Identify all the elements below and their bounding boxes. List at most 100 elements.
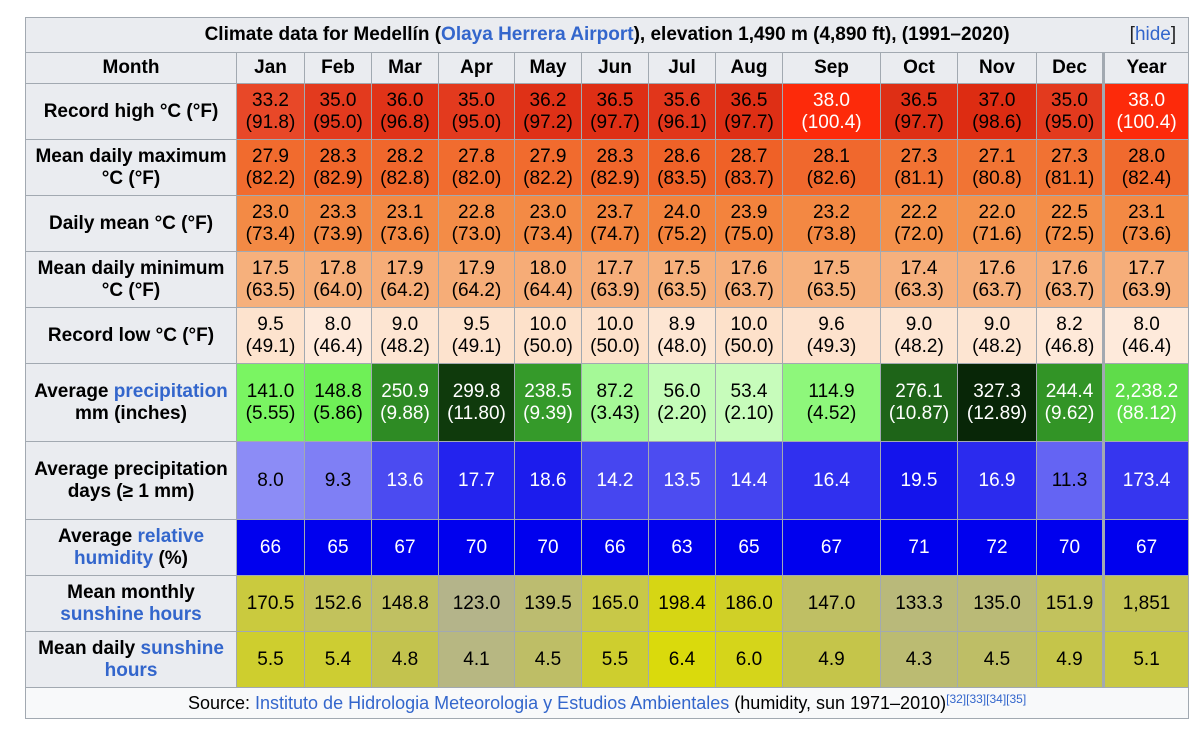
source-link[interactable]: Instituto de Hidrologia Meteorologia y E… [255,693,730,713]
row-label-link[interactable]: precipitation [113,380,228,402]
cell-value: 13.6 [386,469,424,491]
row-label-text: Record low °C (°F) [47,324,215,346]
cell-value: 70 [465,536,488,558]
month-value-cell: 53.4 (2.10) [715,363,783,442]
cell-value: 135.0 [973,592,1021,614]
cell-value: 22.0 [978,201,1016,223]
cell-value: 8.0 [257,469,284,491]
month-value-cell: 17.5 (63.5) [782,251,881,308]
cell-value-imperial: (97.7) [590,111,640,133]
cell-value-imperial: (97.7) [724,111,774,133]
cell-value: 67 [1136,536,1158,558]
cell-value-imperial: (49.1) [245,335,296,357]
cell-value: 17.4 [900,257,938,279]
cell-value: 9.0 [983,313,1011,335]
month-value-cell: 23.0 (73.4) [236,195,305,252]
row-label-link[interactable]: sunshine hours [104,637,224,681]
month-header-may: May [514,52,582,84]
month-value-cell: 22.0 (71.6) [957,195,1037,252]
month-value-cell: 9.5 (49.1) [438,307,515,364]
cell-value-imperial: (91.8) [245,111,296,133]
cell-value: 114.9 [808,380,855,402]
table-caption: Climate data for Medellín (Olaya Herrera… [24,17,1190,53]
row-label-text: Daily mean °C (°F) [48,212,214,234]
cell-value-imperial: (64.4) [523,279,573,301]
cell-value-imperial: (98.6) [972,111,1022,133]
month-value-cell: 23.2 (73.8) [782,195,881,252]
month-value-cell: 9.0 (48.2) [957,307,1037,364]
cell-value-imperial: (82.0) [451,167,502,189]
hide-toggle[interactable]: [hide] [1130,24,1176,46]
cell-value: 9.6 [818,313,845,335]
cell-value-imperial: (73.8) [806,223,857,245]
cell-value: 8.0 [324,313,352,335]
cell-value-imperial: (73.6) [380,223,430,245]
cell-value-imperial: (64.0) [313,279,363,301]
cell-value-imperial: (83.5) [657,167,707,189]
month-value-cell: 65 [304,519,372,576]
month-value-cell: 4.9 [782,631,881,688]
cell-value-imperial: (63.5) [245,279,296,301]
cell-value-imperial: (46.8) [1044,335,1095,357]
month-value-cell: 141.0 (5.55) [236,363,305,442]
airport-link[interactable]: Olaya Herrera Airport [441,24,634,45]
cell-value: 165.0 [591,592,639,614]
cell-value: 36.2 [529,89,567,111]
month-value-cell: 27.3 (81.1) [1036,139,1104,196]
cell-value: 5.1 [1133,648,1160,670]
cell-value-imperial: (10.87) [888,402,950,424]
row-label-text: Average [34,380,114,402]
source-suffix: (humidity, sun 1971–2010) [729,693,947,713]
month-value-cell: 151.9 [1036,575,1104,632]
month-value-cell: 27.3 (81.1) [880,139,958,196]
cell-value: 238.5 [524,380,572,402]
year-value-cell: 67 [1101,519,1190,576]
month-value-cell: 36.2 (97.2) [514,83,582,140]
cell-value: 19.5 [900,469,938,491]
month-header-jul: Jul [648,52,716,84]
row-label-link[interactable]: relative humidity [74,525,205,569]
cell-value: 70 [1058,536,1081,558]
cell-value-imperial: (72.0) [894,223,944,245]
year-value-cell: 23.1 (73.6) [1101,195,1190,252]
cell-value: 28.3 [319,145,357,167]
cell-value: 13.5 [663,469,701,491]
cell-value: 23.0 [252,201,289,223]
month-value-cell: 70 [514,519,582,576]
cell-value: 327.3 [973,380,1021,402]
row-label: Record high °C (°F) [25,83,237,140]
cell-value-imperial: (82.8) [380,167,430,189]
cell-value: 9.5 [463,313,490,335]
cell-value-imperial: (11.80) [447,402,506,424]
month-header-nov: Nov [957,52,1037,84]
row-label-link[interactable]: sunshine hours [60,603,202,625]
reference-links[interactable]: [32][33][34][35] [946,692,1027,706]
cell-value-imperial: (73.4) [245,223,296,245]
cell-value: 53.4 [730,380,768,402]
cell-value: 27.3 [1051,145,1088,167]
caption-row: Climate data for Medellín (Olaya Herrera… [24,17,1190,53]
cell-value: 87.2 [596,380,634,402]
cell-value: 17.9 [386,257,424,279]
month-value-cell: 4.3 [880,631,958,688]
hide-link[interactable]: hide [1134,24,1171,45]
cell-value-imperial: (4.52) [806,402,857,424]
cell-value-imperial: (83.7) [724,167,774,189]
month-value-cell: 13.5 [648,441,716,520]
cell-value: 35.6 [663,89,701,111]
cell-value: 244.4 [1045,380,1094,402]
month-value-cell: 35.6 (96.1) [648,83,716,140]
data-row: Mean daily maximum °C (°F) 27.9 (82.2) 28.3… [25,139,1190,196]
row-label: Average relative humidity (%) [25,519,237,576]
data-row: Average precipitation days (≥ 1 mm) 8.0 9.… [25,441,1190,520]
month-value-cell: 70 [438,519,515,576]
cell-value: 6.0 [735,648,763,670]
month-value-cell: 27.9 (82.2) [236,139,305,196]
month-value-cell: 4.8 [371,631,439,688]
month-value-cell: 4.9 [1036,631,1104,688]
cell-value-imperial: (5.55) [245,402,296,424]
year-value-cell: 8.0 (46.4) [1101,307,1190,364]
month-value-cell: 65 [715,519,783,576]
year-value-cell: 17.7 (63.9) [1101,251,1190,308]
cell-value-imperial: (97.2) [523,111,573,133]
